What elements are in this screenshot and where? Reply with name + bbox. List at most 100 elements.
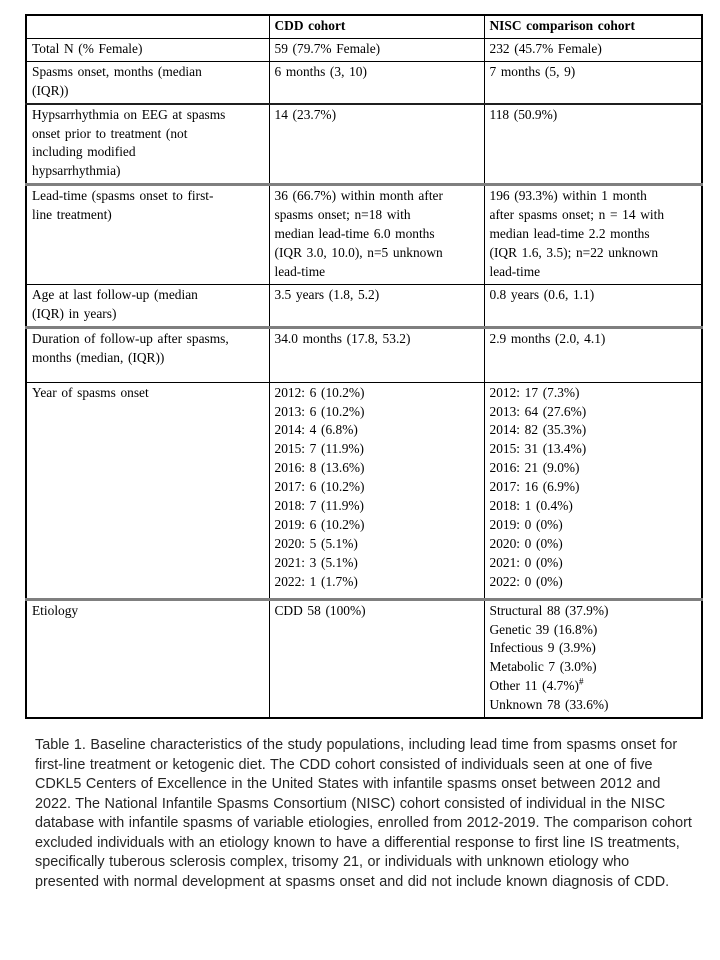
cdd-value-cell: 3.5 years (1.8, 5.2) (268, 283, 485, 328)
cell-line: Other 11 (4.7%)# (489, 676, 584, 694)
table-row: Age at last follow-up (median (IQR) in ye… (25, 283, 703, 328)
table-row: Etiology CDD 58 (100%) Structural 88 (37.9… (25, 597, 703, 719)
nisc-value-cell: 2012: 17 (7.3%) 2013: 64 (27.6%) 2014: 82 … (483, 381, 703, 600)
cell-line: Duration of follow-up after spasms, (32, 330, 229, 346)
cell-line: 2016: 8 (13.6%) (274, 460, 365, 476)
cell-line: lead-time (489, 263, 541, 279)
cell-line: 59 (79.7% Female) (274, 40, 381, 56)
cell-line: 2013: 64 (27.6%) (489, 403, 587, 419)
row-label-cell: Spasms onset, months (median (IQR)) (25, 60, 270, 105)
cdd-value-cell: 2012: 6 (10.2%) 2013: 6 (10.2%) 2014: 4 (6… (268, 381, 485, 600)
cell-line: 2014: 4 (6.8%) (274, 422, 358, 438)
cell-line: lead-time (274, 263, 326, 279)
cell-line: onset prior to treatment (not (32, 125, 188, 141)
cell-line: 0.8 years (0.6, 1.1) (489, 286, 595, 302)
row-label-cell: Total N (% Female) (25, 37, 270, 62)
cell-line: (IQR 1.6, 3.5); n=22 unknown (489, 244, 659, 260)
cell-line: Hypsarrhythmia on EEG at spasms (32, 106, 226, 122)
table-row: Hypsarrhythmia on EEG at spasms onset pri… (25, 102, 703, 186)
cell-line: 2022: 1 (1.7%) (274, 573, 358, 589)
cdd-value-cell: 14 (23.7%) (268, 102, 485, 186)
cell-line: 36 (66.7%) within month after (274, 188, 443, 204)
cell-line: 232 (45.7% Female) (489, 40, 602, 56)
table-row: Duration of follow-up after spasms, month… (25, 325, 703, 383)
cell-line: 2018: 1 (0.4%) (489, 498, 573, 514)
cell-line: (IQR) in years) (32, 305, 117, 321)
table-caption: Table 1. Baseline characteristics of the… (35, 737, 692, 890)
cell-line: 2012: 6 (10.2%) (274, 384, 365, 400)
nisc-value-cell: 118 (50.9%) (483, 102, 703, 186)
nisc-value-cell: 7 months (5, 9) (483, 60, 703, 105)
cell-line: Spasms onset, months (median (32, 63, 202, 79)
cell-line: 2012: 17 (7.3%) (489, 384, 580, 400)
cell-line: 2021: 0 (0%) (489, 554, 563, 570)
row-label-cell: Year of spasms onset (25, 381, 270, 600)
cell-line: (IQR)) (32, 82, 69, 98)
header-cdd-cohort: CDD cohort (268, 14, 485, 39)
cell-line: hypsarrhythmia) (32, 163, 121, 179)
cell-line: 2020: 5 (5.1%) (274, 535, 358, 551)
row-label-cell: Age at last follow-up (median (IQR) in ye… (25, 283, 270, 328)
cell-line: 118 (50.9%) (489, 106, 558, 122)
cell-line: Genetic 39 (16.8%) (489, 621, 598, 637)
cell-line: median lead-time 6.0 months (274, 226, 435, 242)
table-row: Spasms onset, months (median (IQR)) 6 mont… (25, 60, 703, 105)
nisc-value-cell: Structural 88 (37.9%) Genetic 39 (16.8%) I… (483, 597, 703, 719)
cell-line: 2017: 16 (6.9%) (489, 479, 580, 495)
nisc-value-cell: 0.8 years (0.6, 1.1) (483, 283, 703, 328)
cell-line: Unknown 78 (33.6%) (489, 697, 609, 713)
cdd-value-cell: 59 (79.7% Female) (268, 37, 485, 62)
cell-line: 7 months (5, 9) (489, 63, 576, 79)
cell-line: 2015: 31 (13.4%) (489, 441, 587, 457)
table-header-row: CDD cohort NISC comparison cohort (25, 14, 703, 39)
cell-line: 2021: 3 (5.1%) (274, 554, 358, 570)
table-row: Total N (% Female) 59 (79.7% Female) 232 (… (25, 37, 703, 62)
cell-line: Total N (% Female) (32, 40, 143, 56)
table-row: Year of spasms onset 2012: 6 (10.2%) 2013:… (25, 381, 703, 600)
baseline-characteristics-table: CDD cohort NISC comparison cohort Total … (25, 14, 703, 720)
cell-line: after spasms onset; n = 14 with (489, 207, 665, 223)
cell-line: (IQR 3.0, 10.0), n=5 unknown (274, 244, 443, 260)
cell-line: Age at last follow-up (median (32, 286, 198, 302)
header-nisc-cohort: NISC comparison cohort (483, 14, 703, 39)
cell-line: Structural 88 (37.9%) (489, 602, 609, 618)
table-row: Lead-time (spasms onset to first-line tr… (25, 183, 703, 285)
cell-line: 2016: 21 (9.0%) (489, 460, 580, 476)
cell-line: 2020: 0 (0%) (489, 535, 563, 551)
footnote-marker: # (579, 676, 584, 687)
cell-line: Lead-time (spasms onset to first- (32, 188, 214, 204)
cell-line: 3.5 years (1.8, 5.2) (274, 286, 380, 302)
cell-line: 2019: 0 (0%) (489, 516, 563, 532)
row-label-cell: Lead-time (spasms onset to first-line tr… (25, 183, 270, 285)
cdd-value-cell: 6 months (3, 10) (268, 60, 485, 105)
cell-line: CDD 58 (100%) (274, 602, 366, 618)
nisc-value-cell: 2.9 months (2.0, 4.1) (483, 325, 703, 383)
cell-line: 196 (93.3%) within 1 month (489, 188, 647, 204)
cell-line: line treatment) (32, 207, 112, 223)
cell-line: 14 (23.7%) (274, 106, 337, 122)
cell-line: Infectious 9 (3.9%) (489, 640, 596, 656)
row-label-cell: Hypsarrhythmia on EEG at spasms onset pri… (25, 102, 270, 186)
cell-line: 2018: 7 (11.9%) (274, 498, 365, 514)
cell-line: median lead-time 2.2 months (489, 226, 650, 242)
cell-line: 2017: 6 (10.2%) (274, 479, 365, 495)
nisc-value-cell: 196 (93.3%) within 1 month after spasms o… (483, 183, 703, 285)
row-label-cell: Duration of follow-up after spasms, month… (25, 325, 270, 383)
cell-line: Etiology (32, 602, 79, 618)
cell-line: 2014: 82 (35.3%) (489, 422, 587, 438)
cdd-value-cell: CDD 58 (100%) (268, 597, 485, 719)
cell-line: months (median, (IQR)) (32, 349, 165, 365)
cell-line: 2019: 6 (10.2%) (274, 516, 365, 532)
cdd-value-cell: 36 (66.7%) within month after spasms onse… (268, 183, 485, 285)
cell-line: 2022: 0 (0%) (489, 573, 563, 589)
cell-line: 2015: 7 (11.9%) (274, 441, 365, 457)
cell-line: 2013: 6 (10.2%) (274, 403, 365, 419)
cell-line: spasms onset; n=18 with (274, 207, 411, 223)
cell-line: 2.9 months (2.0, 4.1) (489, 330, 606, 346)
cell-line: Year of spasms onset (32, 384, 149, 400)
cdd-value-cell: 34.0 months (17.8, 53.2) (268, 325, 485, 383)
row-label-cell: Etiology (25, 597, 270, 719)
cell-line: Metabolic 7 (3.0%) (489, 659, 597, 675)
table-body: Total N (% Female) 59 (79.7% Female) 232 (… (25, 37, 703, 719)
